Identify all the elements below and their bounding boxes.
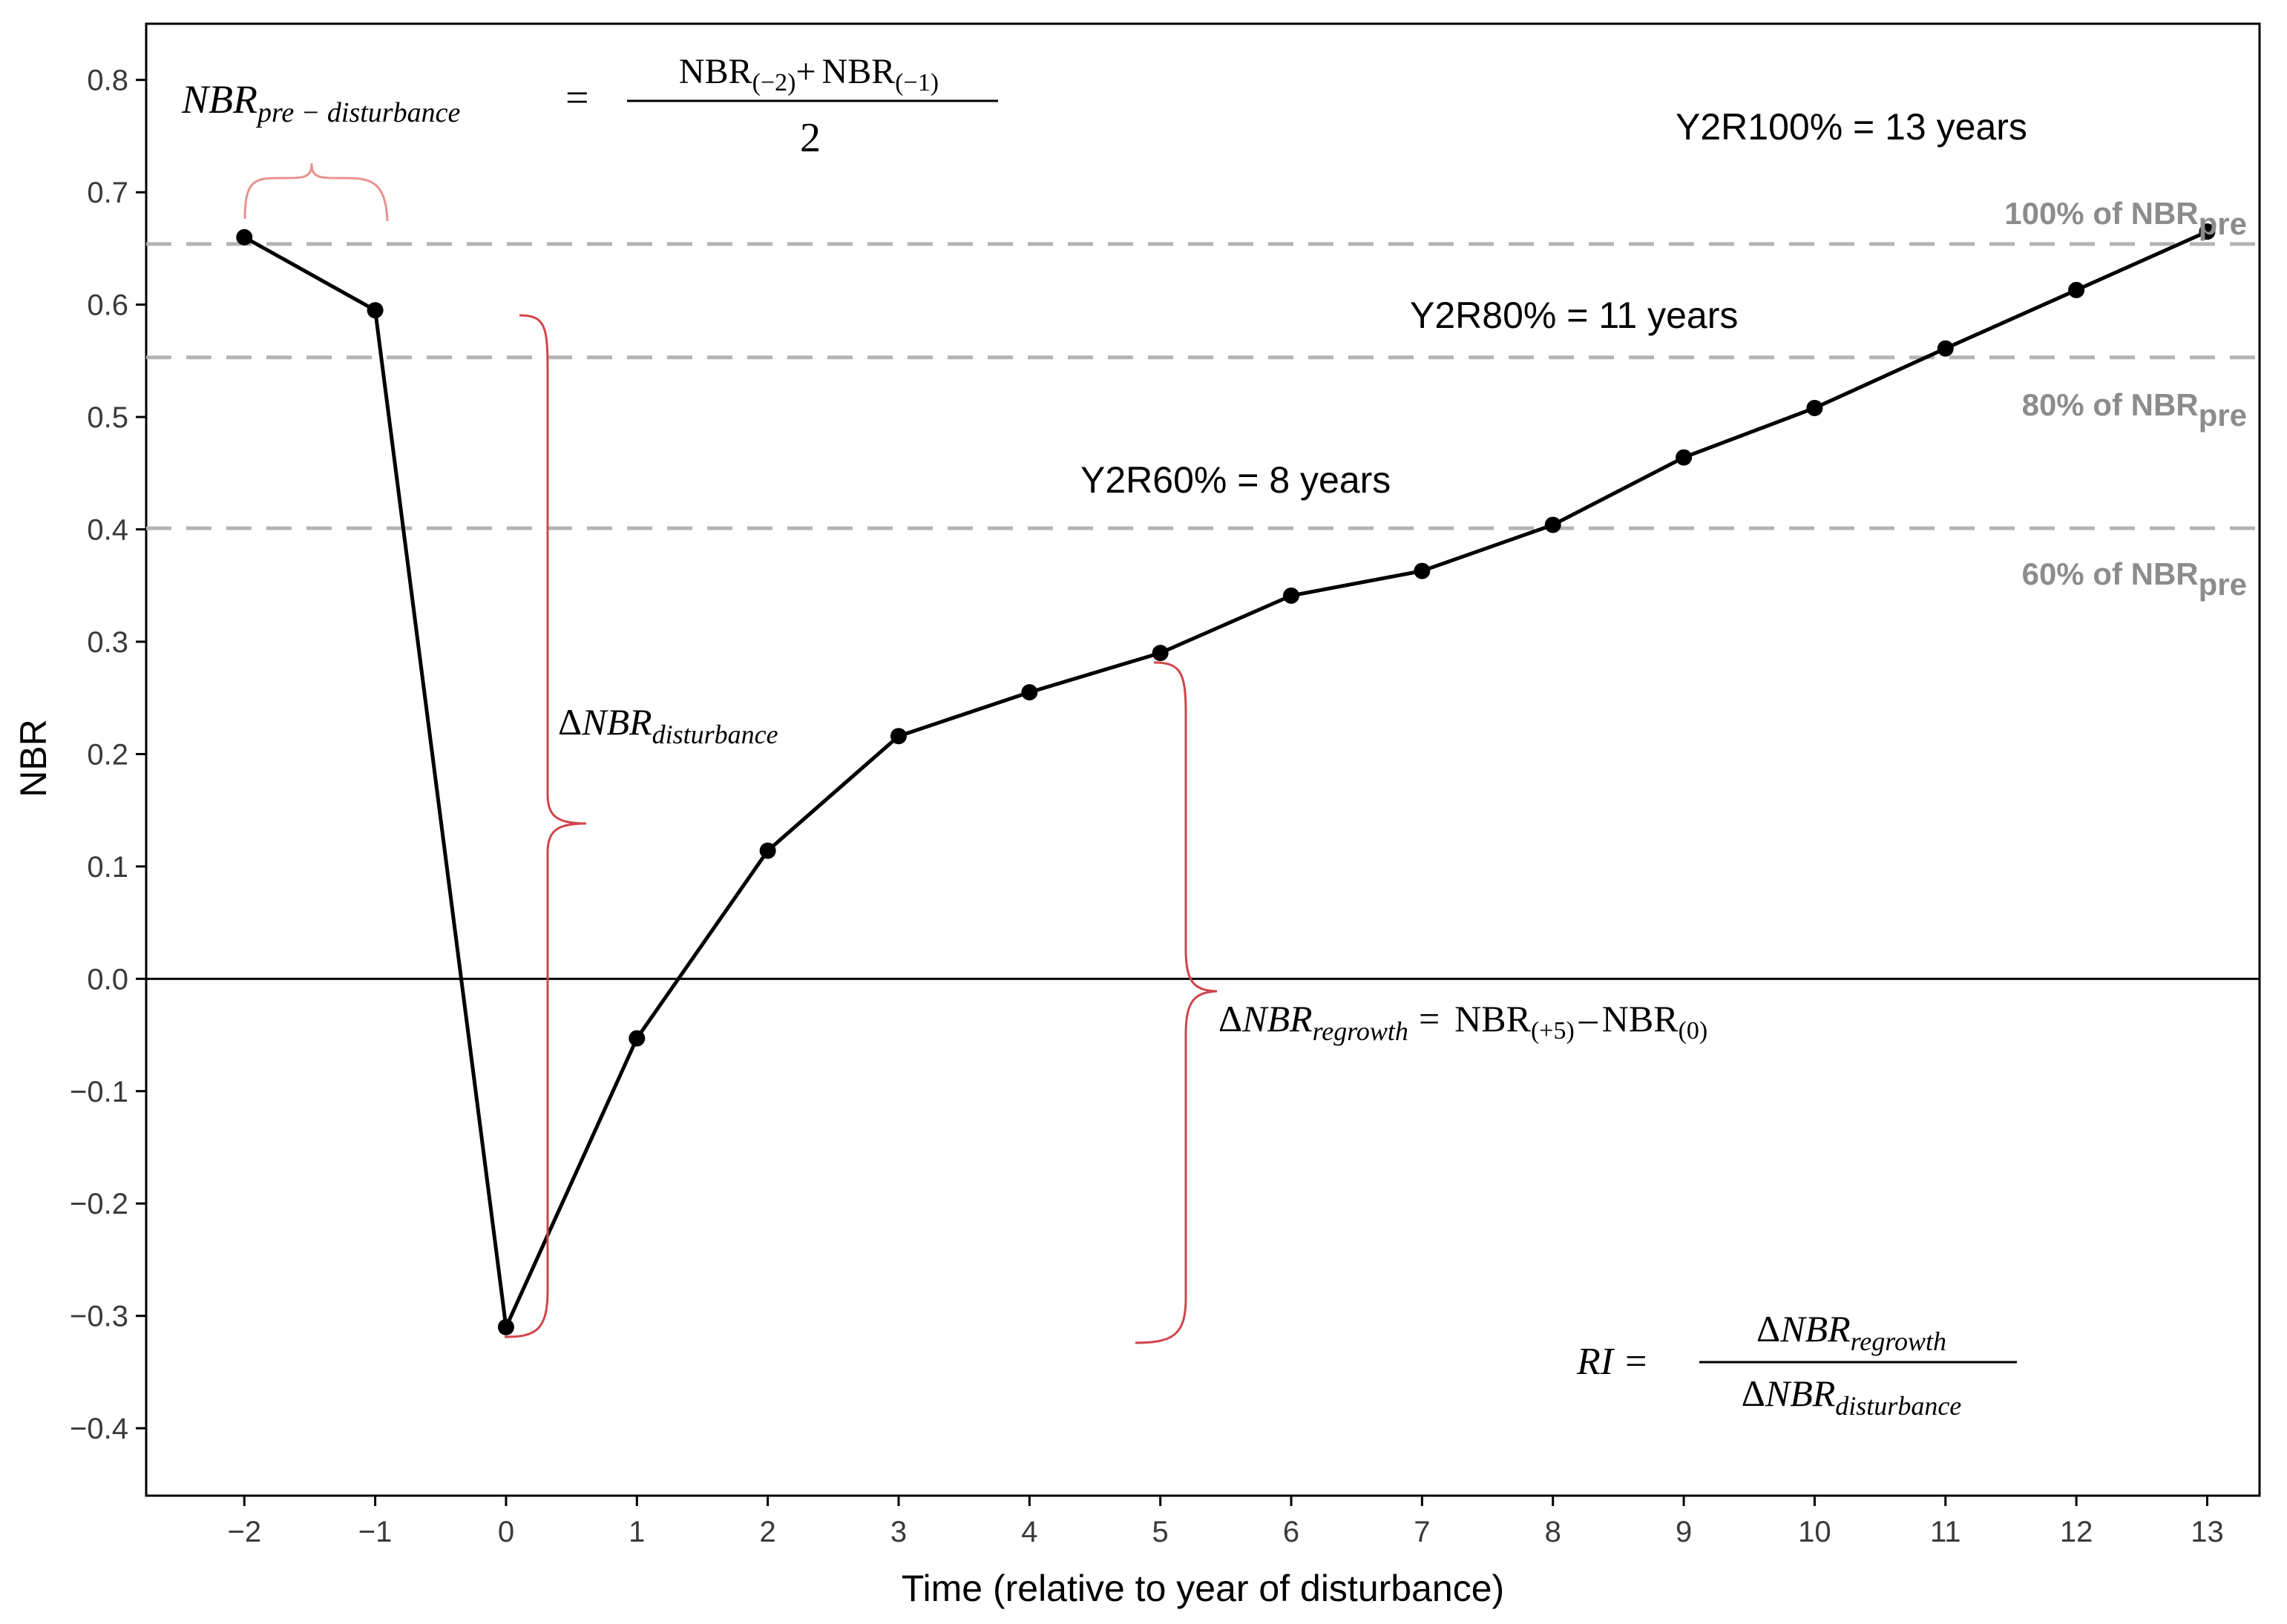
y-tick-label: 0.2 — [87, 738, 128, 771]
y-tick-label: 0.4 — [87, 514, 128, 547]
data-point — [1806, 399, 1823, 416]
series-line — [243, 229, 2208, 1329]
data-point — [1676, 449, 1693, 466]
y-tick-label: 0.3 — [87, 626, 128, 659]
data-point — [1937, 340, 1954, 357]
x-tick-label: 0 — [498, 1516, 514, 1548]
y2r80-label: Y2R80% = 11 years — [1410, 295, 1738, 336]
ref-label-80: 80% of NBRpre — [2022, 387, 2247, 433]
x-tick-label: 5 — [1152, 1516, 1169, 1548]
x-tick-label: 4 — [1021, 1516, 1037, 1548]
x-tick-label: 8 — [1545, 1516, 1561, 1548]
y-tick-label: 0.8 — [87, 65, 128, 97]
svg-text:RI=: RI = — [1576, 1341, 1647, 1383]
data-point — [1544, 516, 1561, 533]
x-tick-label: 1 — [629, 1516, 645, 1548]
data-point — [759, 842, 776, 859]
x-tick-label: 13 — [2191, 1516, 2224, 1548]
data-point — [890, 728, 907, 745]
data-point — [236, 229, 253, 246]
svg-text:NBR(−2)+NBR(−1): NBR(−2)+ NBR(−1) — [679, 52, 939, 96]
x-tick-label: 6 — [1283, 1516, 1299, 1548]
pre-disturbance-formula: NBRpre − disturbance = NBR(−2)+ NBR(−1) 2 — [181, 52, 998, 161]
y-tick-label: 0.0 — [87, 963, 128, 996]
x-tick-label: 7 — [1414, 1516, 1430, 1548]
svg-text:NBRpre − disturbance: NBRpre − disturbance — [181, 77, 460, 128]
data-point — [367, 302, 384, 319]
y-tick-label: −0.4 — [70, 1413, 128, 1445]
svg-text:2: 2 — [800, 115, 821, 161]
y-axis: 0.8 0.7 0.6 0.5 0.4 0.3 0.2 0.1 0.0 −0.1 −0.2 −0.3 −… — [70, 65, 146, 1445]
regrowth-brace — [1135, 661, 1218, 1344]
svg-text:ΔNBRregrowth: ΔNBRregrowth — [1756, 1308, 1946, 1356]
data-point — [2199, 223, 2216, 240]
data-point — [1021, 684, 1038, 701]
data-point — [629, 1030, 646, 1047]
ref-label-60: 60% of NBRpre — [2022, 556, 2247, 602]
svg-text:=: = — [565, 75, 589, 121]
y-tick-label: −0.3 — [70, 1301, 128, 1333]
x-tick-label: 3 — [890, 1516, 907, 1548]
disturbance-brace — [504, 314, 587, 1338]
x-tick-label: 9 — [1676, 1516, 1692, 1548]
pre-disturbance-brace — [243, 162, 389, 222]
data-point — [1414, 562, 1431, 579]
x-tick-label: 2 — [760, 1516, 776, 1548]
y-axis-title: NBR — [13, 719, 54, 798]
y-tick-label: 0.1 — [87, 851, 128, 884]
y2r60-label: Y2R60% = 8 years — [1080, 459, 1391, 501]
y-tick-label: 0.7 — [87, 177, 128, 209]
data-point — [2068, 281, 2085, 298]
y2r100-label: Y2R100% = 13 years — [1676, 106, 2027, 148]
x-tick-label: 12 — [2060, 1516, 2093, 1548]
y-tick-label: −0.1 — [70, 1076, 128, 1108]
ref-label-100: 100% of NBRpre — [2004, 196, 2247, 241]
x-tick-label: 10 — [1798, 1516, 1831, 1548]
svg-text:ΔNBRdisturbance: ΔNBRdisturbance — [1742, 1372, 1962, 1421]
x-tick-label: −2 — [227, 1516, 261, 1548]
delta-regrowth-formula: ΔNBRregrowth = NBR(+5) – NBR(0) — [1218, 998, 1707, 1046]
ri-formula: RI = ΔNBRregrowth ΔNBRdisturbance — [1576, 1308, 2017, 1421]
x-tick-label: 11 — [1930, 1516, 1961, 1548]
x-tick-label: −1 — [358, 1516, 393, 1548]
x-axis: −2 −1 0 1 2 3 4 5 6 7 8 9 10 11 12 13 — [227, 1496, 2224, 1548]
y-tick-label: 0.5 — [87, 401, 128, 434]
data-point — [1283, 587, 1300, 604]
series-group — [236, 223, 2216, 1335]
delta-disturbance-label: ΔNBRdisturbance — [558, 701, 778, 749]
plot-panel — [145, 22, 2261, 1497]
y-tick-label: −0.2 — [70, 1188, 128, 1220]
data-point — [497, 1318, 514, 1335]
y-tick-label: 0.6 — [87, 289, 128, 322]
x-axis-title: Time (relative to year of disturbance) — [902, 1568, 1504, 1609]
data-point — [1152, 645, 1169, 662]
reference-lines — [146, 242, 2260, 530]
